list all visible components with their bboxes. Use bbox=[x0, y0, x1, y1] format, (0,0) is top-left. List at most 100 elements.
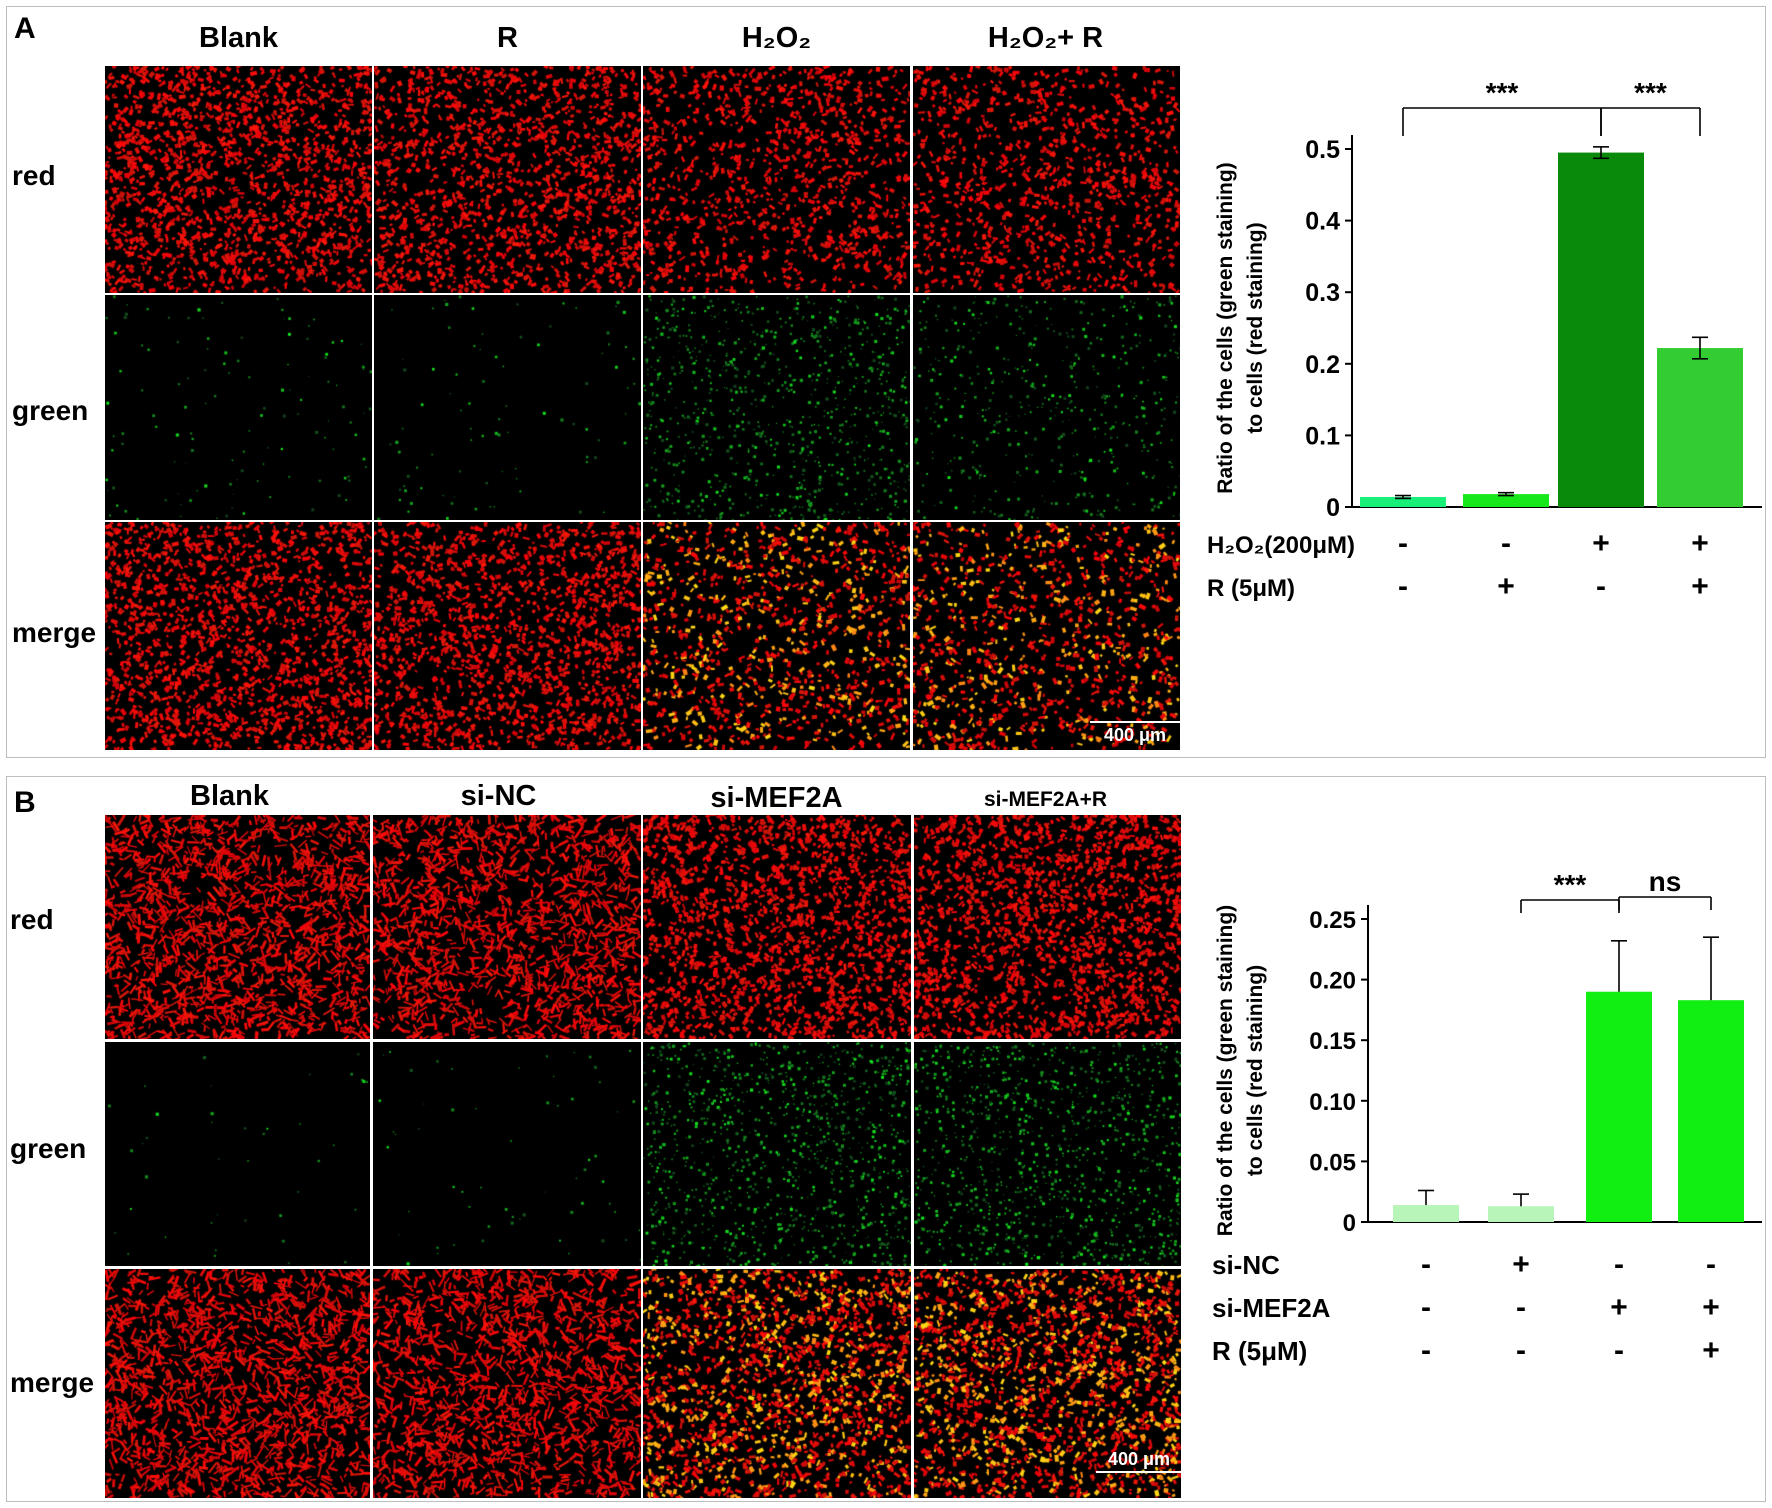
panel-b-chart-bar-2 bbox=[1488, 1206, 1554, 1222]
panel-a-chart-y-tick-label-2: 0.2 bbox=[1305, 351, 1340, 379]
panel-a-chart-y-tick-label-5: 0.5 bbox=[1305, 136, 1340, 164]
panel-a-micrograph-red-1 bbox=[105, 66, 372, 293]
panel-b-scale-text: 400 μm bbox=[1107, 1449, 1171, 1469]
panel-b-micrograph-canvas-merge-4 bbox=[914, 1269, 1181, 1498]
panel-a-micrograph-canvas-merge-4 bbox=[913, 522, 1180, 750]
panel-b-chart-y-tick-label-5: 0.25 bbox=[1309, 907, 1356, 934]
panel-a-chart-condition-label-2: R (5μM) bbox=[1207, 575, 1295, 602]
panel-b-micrograph-red-3 bbox=[643, 815, 911, 1039]
panel-b-micrograph-merge-3 bbox=[643, 1269, 911, 1498]
panel-b-micrograph-canvas-merge-3 bbox=[643, 1269, 911, 1498]
panel-a-micrograph-canvas-red-4 bbox=[913, 66, 1180, 293]
panel-a-chart-bar-3 bbox=[1558, 152, 1644, 507]
panel-a-chart-condition-sign-1-3: + bbox=[1592, 527, 1610, 560]
panel-a-micrograph-green-4 bbox=[913, 295, 1180, 520]
panel-b-micrograph-canvas-red-3 bbox=[643, 815, 911, 1039]
panel-b-column-label-si-mef2a: si-MEF2A bbox=[710, 782, 843, 814]
panel-a-chart-significance-label-1: *** bbox=[1486, 77, 1519, 108]
panel-b-micrograph-red-2 bbox=[373, 815, 641, 1039]
panel-b-micrograph-merge-2 bbox=[373, 1269, 641, 1498]
panel-b-chart-condition-sign-3-4: + bbox=[1702, 1334, 1720, 1367]
panel-b-micrograph-canvas-green-2 bbox=[373, 1042, 641, 1266]
panel-b-chart-y-tick-label-4: 0.20 bbox=[1309, 968, 1356, 995]
panel-b-chart-condition-label-1: si-NC bbox=[1212, 1250, 1280, 1280]
panel-b-micrograph-merge-4 bbox=[914, 1269, 1181, 1498]
panel-a-scale-line bbox=[1090, 721, 1180, 723]
panel-a-micrograph-canvas-green-2 bbox=[374, 295, 641, 520]
panel-a-micrograph-red-3 bbox=[643, 66, 910, 293]
panel-b-frame bbox=[6, 776, 1766, 1502]
panel-a-column-label-h2o2-r: H₂O₂+ R bbox=[987, 22, 1104, 54]
panel-a-micrograph-canvas-red-3 bbox=[643, 66, 910, 293]
panel-b-column-label-si-nc: si-NC bbox=[460, 780, 537, 812]
panel-a-row-label-merge: merge bbox=[12, 617, 97, 648]
panel-b-chart-y-tick-label-2: 0.10 bbox=[1309, 1089, 1356, 1116]
panel-a-chart-bar-1 bbox=[1360, 496, 1446, 507]
panel-b-chart-condition-sign-2-3: + bbox=[1610, 1291, 1628, 1324]
panel-a-column-label-h2o2: H₂O₂ bbox=[741, 22, 812, 54]
panel-b-column-label-si-mef2a-r: si-MEF2A+R bbox=[983, 788, 1108, 811]
panel-a-micrograph-red-4 bbox=[913, 66, 1180, 293]
panel-b-chart-bar-3 bbox=[1586, 991, 1652, 1222]
panel-b-micrograph-canvas-merge-1 bbox=[105, 1269, 370, 1498]
panel-a-chart-significance-label-2: *** bbox=[1634, 77, 1667, 108]
panel-b-chart-condition-label-3: R (5μM) bbox=[1212, 1336, 1307, 1366]
panel-b-chart-condition-sign-3-1: - bbox=[1421, 1334, 1431, 1367]
panel-a-row-label-green: green bbox=[12, 395, 89, 426]
panel-b-micrograph-merge-1 bbox=[105, 1269, 370, 1498]
panel-b-chart-y-axis-label-line1: Ratio of the cells (green staining) bbox=[1214, 905, 1237, 1236]
panel-b-micrograph-canvas-merge-2 bbox=[373, 1269, 641, 1498]
panel-b-micrograph-green-3 bbox=[643, 1042, 911, 1266]
panel-a-micrograph-canvas-red-2 bbox=[374, 66, 641, 293]
panel-b-micrograph-canvas-red-4 bbox=[914, 815, 1181, 1039]
panel-a-chart-condition-sign-1-1: - bbox=[1398, 527, 1408, 560]
panel-a-row-label-red: red bbox=[12, 160, 56, 191]
panel-b-chart-condition-sign-2-4: + bbox=[1702, 1291, 1720, 1324]
panel-a-scale-text: 400 μm bbox=[1103, 725, 1167, 745]
panel-b-chart-significance-label-1: *** bbox=[1554, 869, 1587, 900]
panel-a-column-label-r: R bbox=[497, 22, 518, 54]
panel-b-chart-y-tick-label-1: 0.05 bbox=[1309, 1149, 1356, 1176]
panel-a-chart-y-tick-label-3: 0.3 bbox=[1305, 279, 1340, 307]
panel-b-chart-significance-label-2: ns bbox=[1649, 866, 1682, 897]
panel-a-chart-bar-4 bbox=[1657, 348, 1743, 507]
panel-a-chart-y-tick-label-0: 0 bbox=[1326, 494, 1340, 522]
panel-a-chart-condition-sign-2-1: - bbox=[1398, 570, 1408, 603]
panel-a-chart-condition-label-1: H₂O₂(200μM) bbox=[1207, 532, 1355, 559]
panel-b-chart-condition-label-2: si-MEF2A bbox=[1212, 1293, 1331, 1323]
panel-a-micrograph-canvas-green-4 bbox=[913, 295, 1180, 520]
panel-a-chart-y-tick-label-4: 0.4 bbox=[1305, 208, 1340, 236]
panel-a-micrograph-green-1 bbox=[105, 295, 372, 520]
panel-b-scale-line bbox=[1096, 1471, 1182, 1473]
panel-b-chart-y-tick-label-0: 0 bbox=[1343, 1210, 1356, 1237]
panel-a-letter: A bbox=[14, 12, 36, 45]
panel-b-chart-bar-4 bbox=[1678, 1000, 1744, 1222]
panel-a-chart-condition-sign-2-4: + bbox=[1691, 570, 1709, 603]
panel-b-chart-bar-1 bbox=[1393, 1205, 1459, 1222]
panel-a-micrograph-canvas-green-3 bbox=[643, 295, 910, 520]
panel-a-micrograph-canvas-red-1 bbox=[105, 66, 372, 293]
panel-b-micrograph-canvas-green-1 bbox=[105, 1042, 370, 1266]
panel-b-column-label-blank: Blank bbox=[190, 780, 269, 812]
panel-b-micrograph-canvas-green-3 bbox=[643, 1042, 911, 1266]
panel-a-micrograph-red-2 bbox=[374, 66, 641, 293]
panel-b-chart-y-axis-label-line2: to cells (red staining) bbox=[1244, 965, 1267, 1176]
panel-b-scale-bar: 400 μm bbox=[1096, 1449, 1182, 1501]
panel-a-chart-condition-sign-1-4: + bbox=[1691, 527, 1709, 560]
panel-a-chart-condition-sign-2-3: - bbox=[1596, 570, 1606, 603]
panel-a-scale-bar: 400 μm bbox=[1090, 721, 1180, 751]
panel-a-micrograph-canvas-merge-2 bbox=[374, 522, 641, 750]
panel-a-micrograph-merge-2 bbox=[374, 522, 641, 750]
panel-b-micrograph-green-1 bbox=[105, 1042, 370, 1266]
panel-b-micrograph-green-4 bbox=[914, 1042, 1181, 1266]
panel-b-micrograph-red-4 bbox=[914, 815, 1181, 1039]
panel-b-row-label-red: red bbox=[10, 904, 54, 935]
panel-b-micrograph-canvas-green-4 bbox=[914, 1042, 1181, 1266]
panel-a-micrograph-merge-3 bbox=[643, 522, 910, 750]
panel-b-row-label-green: green bbox=[10, 1133, 87, 1164]
panel-a-chart-y-tick-label-1: 0.1 bbox=[1305, 422, 1340, 450]
panel-b-bar-chart: 0 0.05 0.10 0.15 0.20 0.25 Ratio of the cells … bbox=[1212, 866, 1762, 1367]
panel-b-chart-condition-sign-1-2: + bbox=[1512, 1248, 1530, 1281]
panel-a-micrograph-green-3 bbox=[643, 295, 910, 520]
panel-a-chart-bar-2 bbox=[1463, 494, 1549, 507]
